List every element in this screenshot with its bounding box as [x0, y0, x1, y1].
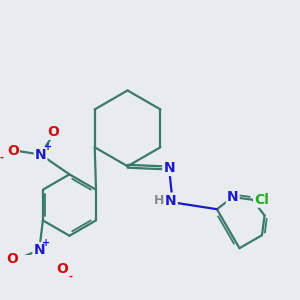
- Text: +: +: [42, 238, 51, 248]
- Text: O: O: [47, 125, 59, 139]
- Text: Cl: Cl: [254, 193, 269, 207]
- Text: O: O: [6, 252, 18, 266]
- Text: O: O: [7, 144, 19, 158]
- Text: H: H: [154, 194, 164, 207]
- Text: N: N: [227, 190, 239, 204]
- Text: O: O: [56, 262, 68, 276]
- Text: N: N: [163, 161, 175, 175]
- Text: -: -: [69, 272, 73, 281]
- Text: -: -: [0, 153, 4, 163]
- Text: +: +: [44, 142, 52, 152]
- Text: N: N: [35, 148, 46, 161]
- Text: N: N: [34, 243, 45, 257]
- Text: N: N: [165, 194, 177, 208]
